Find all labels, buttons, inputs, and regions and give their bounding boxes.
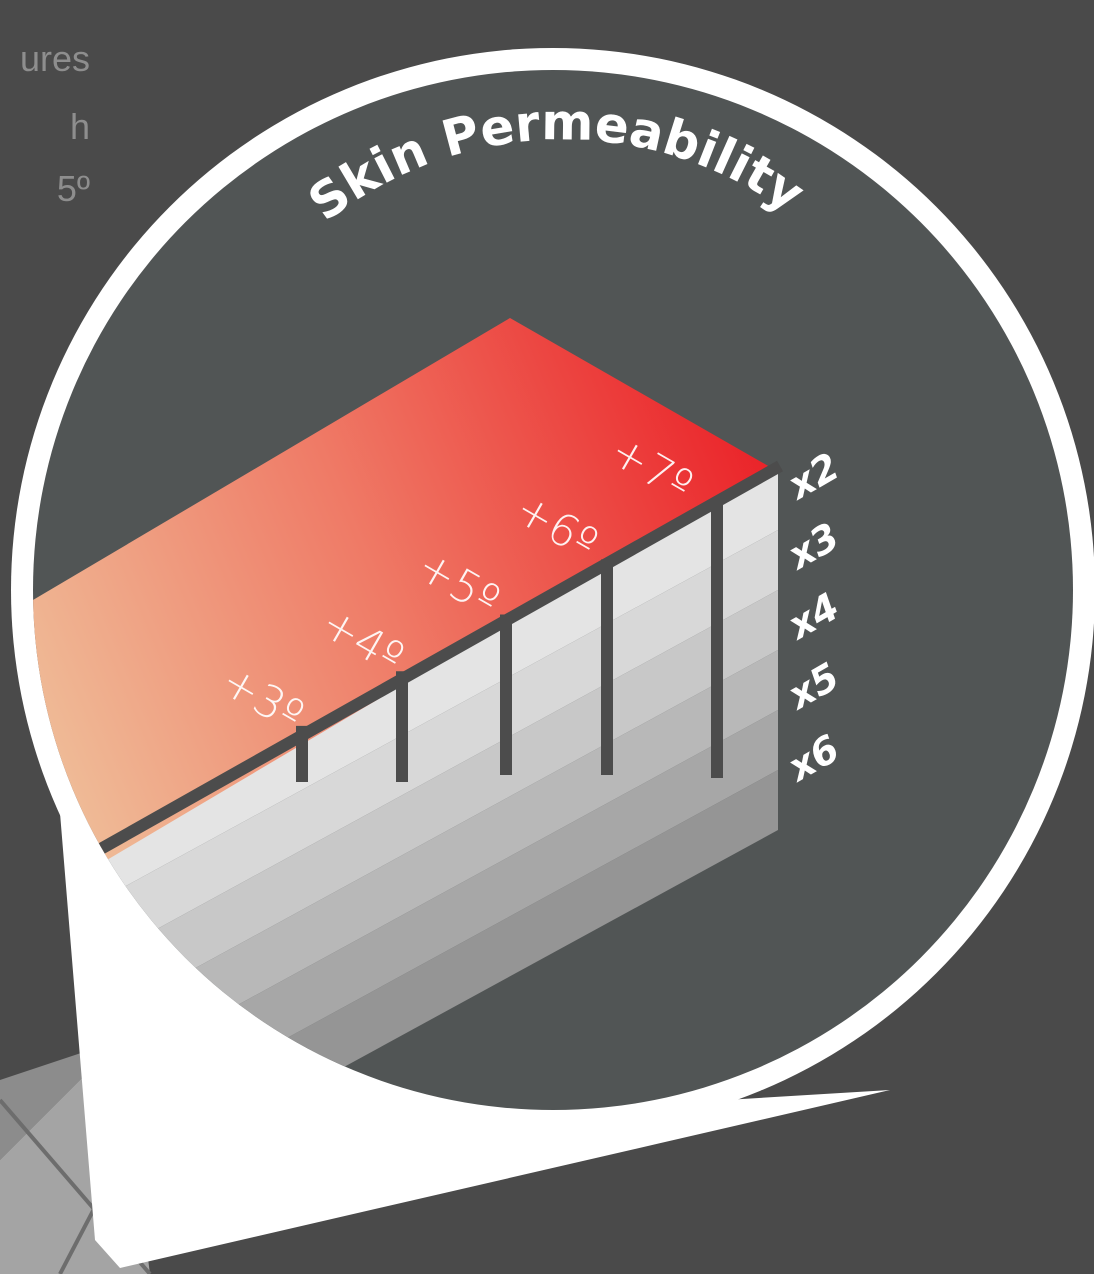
background-text-line-2: h — [69, 106, 90, 147]
skin-surface — [33, 318, 770, 870]
surface-edge — [87, 460, 783, 861]
background-text-line-3: 5º — [56, 168, 90, 209]
skin-layer — [60, 530, 778, 982]
background-text-line-1: ures — [19, 38, 90, 79]
skin-layer — [60, 470, 778, 922]
skin-layer — [60, 650, 778, 1102]
depth-probes — [296, 499, 723, 782]
skin-layer — [60, 590, 778, 1042]
